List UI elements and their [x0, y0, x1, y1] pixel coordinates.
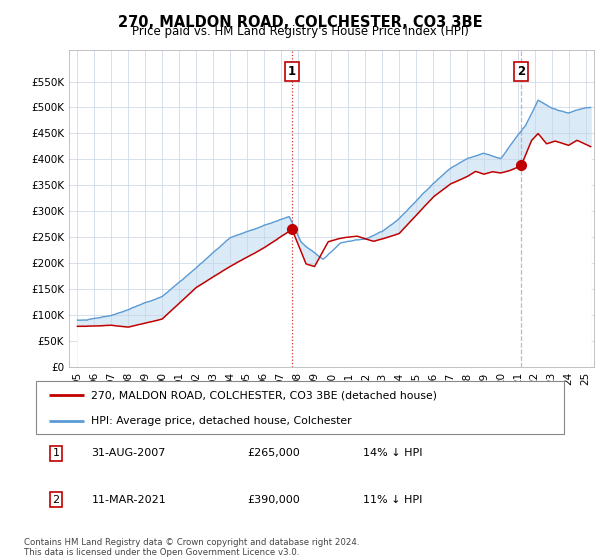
Text: 1: 1: [288, 64, 296, 78]
Text: £265,000: £265,000: [247, 449, 300, 458]
Text: 270, MALDON ROAD, COLCHESTER, CO3 3BE: 270, MALDON ROAD, COLCHESTER, CO3 3BE: [118, 15, 482, 30]
Text: 11-MAR-2021: 11-MAR-2021: [91, 495, 166, 505]
Text: 11% ↓ HPI: 11% ↓ HPI: [364, 495, 423, 505]
Text: 1: 1: [53, 449, 59, 458]
Text: 270, MALDON ROAD, COLCHESTER, CO3 3BE (detached house): 270, MALDON ROAD, COLCHESTER, CO3 3BE (d…: [91, 390, 437, 400]
Text: HPI: Average price, detached house, Colchester: HPI: Average price, detached house, Colc…: [91, 416, 352, 426]
Text: Contains HM Land Registry data © Crown copyright and database right 2024.
This d: Contains HM Land Registry data © Crown c…: [24, 538, 359, 557]
FancyBboxPatch shape: [36, 381, 564, 434]
Text: Price paid vs. HM Land Registry's House Price Index (HPI): Price paid vs. HM Land Registry's House …: [131, 25, 469, 38]
Text: 2: 2: [517, 64, 525, 78]
Text: 14% ↓ HPI: 14% ↓ HPI: [364, 449, 423, 458]
Text: 2: 2: [53, 495, 59, 505]
Text: £390,000: £390,000: [247, 495, 300, 505]
Text: 31-AUG-2007: 31-AUG-2007: [91, 449, 166, 458]
